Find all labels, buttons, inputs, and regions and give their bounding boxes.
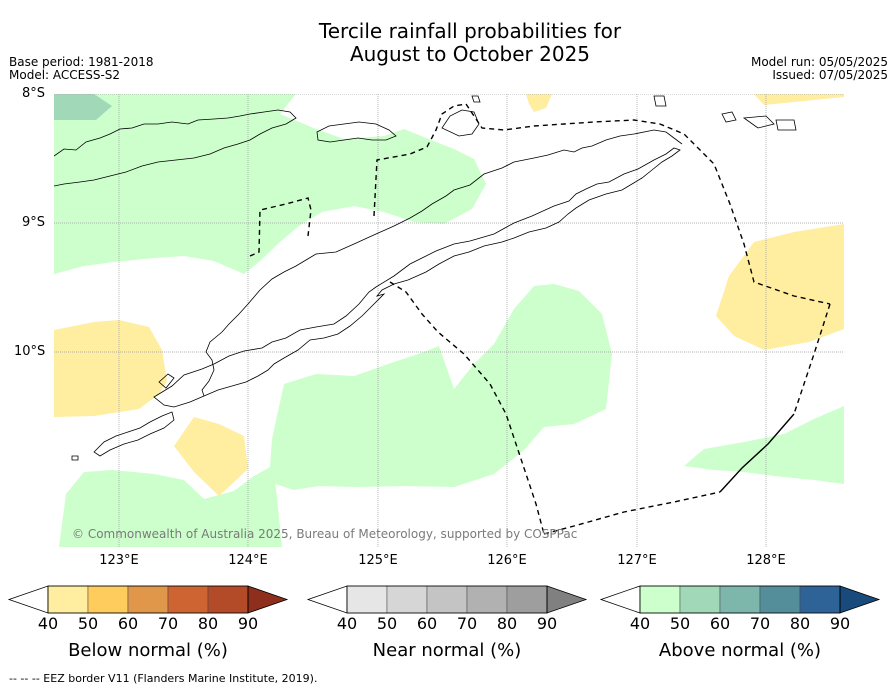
lon-label-125e: 125°E [358,553,398,568]
below-normal-region-top-center [526,94,552,112]
small-island-1 [72,456,78,460]
colorbar-near-bin-2 [387,586,427,613]
wetar-coast [442,110,479,136]
colorbar-below-bin-4 [168,586,208,613]
meta-right: Model run: 05/05/2025 Issued: 07/05/2025 [751,56,888,82]
colorbar-above-tick: 80 [790,614,810,633]
colorbar-below-tick: 50 [78,614,98,633]
below-normal-region-west [54,320,167,417]
colorbar-above-normal [601,586,879,613]
lon-label-123e: 123°E [99,553,139,568]
colorbar-near-bin-4 [467,586,507,613]
colorbar-above-tick: 40 [630,614,650,633]
colorbar-near-label: Near normal (%) [347,640,547,661]
colorbar-above-tick: 90 [830,614,850,633]
colorbar-below-tick: 70 [158,614,178,633]
lon-label-128e: 128°E [746,553,786,568]
colorbar-near-tick: 40 [337,614,357,633]
issued-text: Issued: 07/05/2025 [751,69,888,82]
lat-label-10s: 10°S [14,344,45,359]
lon-label-126e: 126°E [487,553,527,568]
rote-island-coast [94,412,174,456]
colorbar-below-label: Below normal (%) [48,640,248,661]
colorbar-below-bin-1 [48,586,88,613]
colorbar-above-extend-high [840,586,879,613]
lat-label-8s: 8°S [22,86,45,101]
small-island-4 [744,116,774,128]
title-line-1: Tercile rainfall probabilities for [0,20,896,43]
colorbar-near-extend-low [308,586,347,613]
colorbar-near-bin-5 [507,586,547,613]
above-normal-region-southeast [684,406,844,484]
below-normal-region-top-right [754,94,844,105]
below-normal-region-east [716,224,844,350]
above-normal-region-central [269,284,612,490]
colorbar-above-label: Above normal (%) [640,640,840,661]
colorbar-near-tick: 80 [497,614,517,633]
colorbar-above-tick: 50 [670,614,690,633]
colorbar-below-bin-3 [128,586,168,613]
colorbar-above-extend-low [601,586,640,613]
colorbar-near-bin-1 [347,586,387,613]
colorbar-below-normal [9,586,287,613]
colorbar-below-tick: 40 [38,614,58,633]
colorbar-below-tick: 80 [198,614,218,633]
small-island-3 [722,112,736,122]
lat-label-9s: 9°S [22,215,45,230]
colorbar-below-extend-low [9,586,48,613]
colorbar-above-bin-4 [760,586,800,613]
colorbar-near-tick: 60 [417,614,437,633]
colorbar-above-bin-1 [640,586,680,613]
colorbar-below-tick: 60 [118,614,138,633]
colorbar-near-tick: 90 [537,614,557,633]
map-panel [54,94,844,547]
model-text: Model: ACCESS-S2 [9,69,154,82]
colorbar-near-tick: 70 [457,614,477,633]
colorbar-above-bin-2 [680,586,720,613]
colorbar-strip [0,582,896,618]
lon-label-127e: 127°E [617,553,657,568]
colorbar-above-bin-3 [720,586,760,613]
colorbar-above-bin-5 [800,586,840,613]
small-island-6 [472,96,480,102]
colorbar-near-tick: 50 [377,614,397,633]
colorbar-below-tick: 90 [238,614,258,633]
colorbar-near-bin-3 [427,586,467,613]
colorbar-near-normal [308,586,586,613]
colorbar-below-bin-2 [88,586,128,613]
colorbar-above-tick: 60 [710,614,730,633]
meta-left: Base period: 1981-2018 Model: ACCESS-S2 [9,56,154,82]
small-island-2 [654,96,666,106]
lon-label-124e: 124°E [228,553,268,568]
eez-footer-note: -- -- -- EEZ border V11 (Flanders Marine… [9,672,317,685]
colorbar-below-extend-high [248,586,287,613]
colorbar-near-extend-high [547,586,586,613]
small-island-5 [776,120,796,130]
colorbar-below-bin-5 [208,586,248,613]
copyright-text: © Commonwealth of Australia 2025, Bureau… [72,527,577,541]
colorbar-above-tick: 70 [750,614,770,633]
